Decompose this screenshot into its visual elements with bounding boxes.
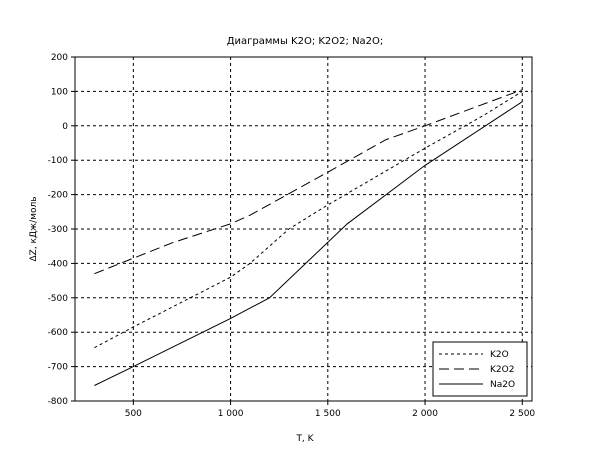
y-tick-label: -600	[48, 328, 69, 338]
y-tick-label: 100	[51, 87, 68, 97]
legend-label-k2o: K2O	[490, 350, 509, 360]
series-line-k2o2	[94, 89, 523, 275]
grid	[75, 57, 532, 401]
x-tick-label: 2 000	[412, 409, 438, 419]
ticks: 500 1 000 1 500 2 000 2 500 -800 -700 -600 -500 -…	[48, 53, 536, 419]
y-tick-label: -500	[48, 294, 69, 304]
x-axis-label: T, K	[295, 434, 314, 444]
legend-label-na2o: Na2O	[490, 380, 515, 390]
y-tick-label: -200	[48, 191, 69, 201]
x-tick-label: 1 000	[218, 409, 244, 419]
legend: K2O K2O2 Na2O	[432, 341, 528, 397]
legend-label-k2o2: K2O2	[490, 365, 514, 375]
y-tick-label: -100	[48, 156, 69, 166]
y-tick-label: -700	[48, 363, 69, 373]
x-tick-label: 500	[125, 409, 142, 419]
y-axis-label: ΔZ, кДж/моль	[29, 196, 39, 261]
y-tick-label: 200	[51, 53, 68, 63]
series-line-k2o	[94, 90, 523, 349]
chart-title: Диаграммы K2O; K2O2; Na2O;	[227, 36, 384, 47]
series-line-na2o	[94, 101, 523, 386]
y-tick-label: -300	[48, 225, 69, 235]
y-tick-label: -400	[48, 259, 69, 269]
y-tick-label: -800	[48, 397, 69, 407]
series-layer	[94, 89, 523, 386]
y-tick-label: 0	[62, 122, 68, 132]
x-tick-label: 2 500	[509, 409, 535, 419]
x-tick-label: 1 500	[315, 409, 341, 419]
